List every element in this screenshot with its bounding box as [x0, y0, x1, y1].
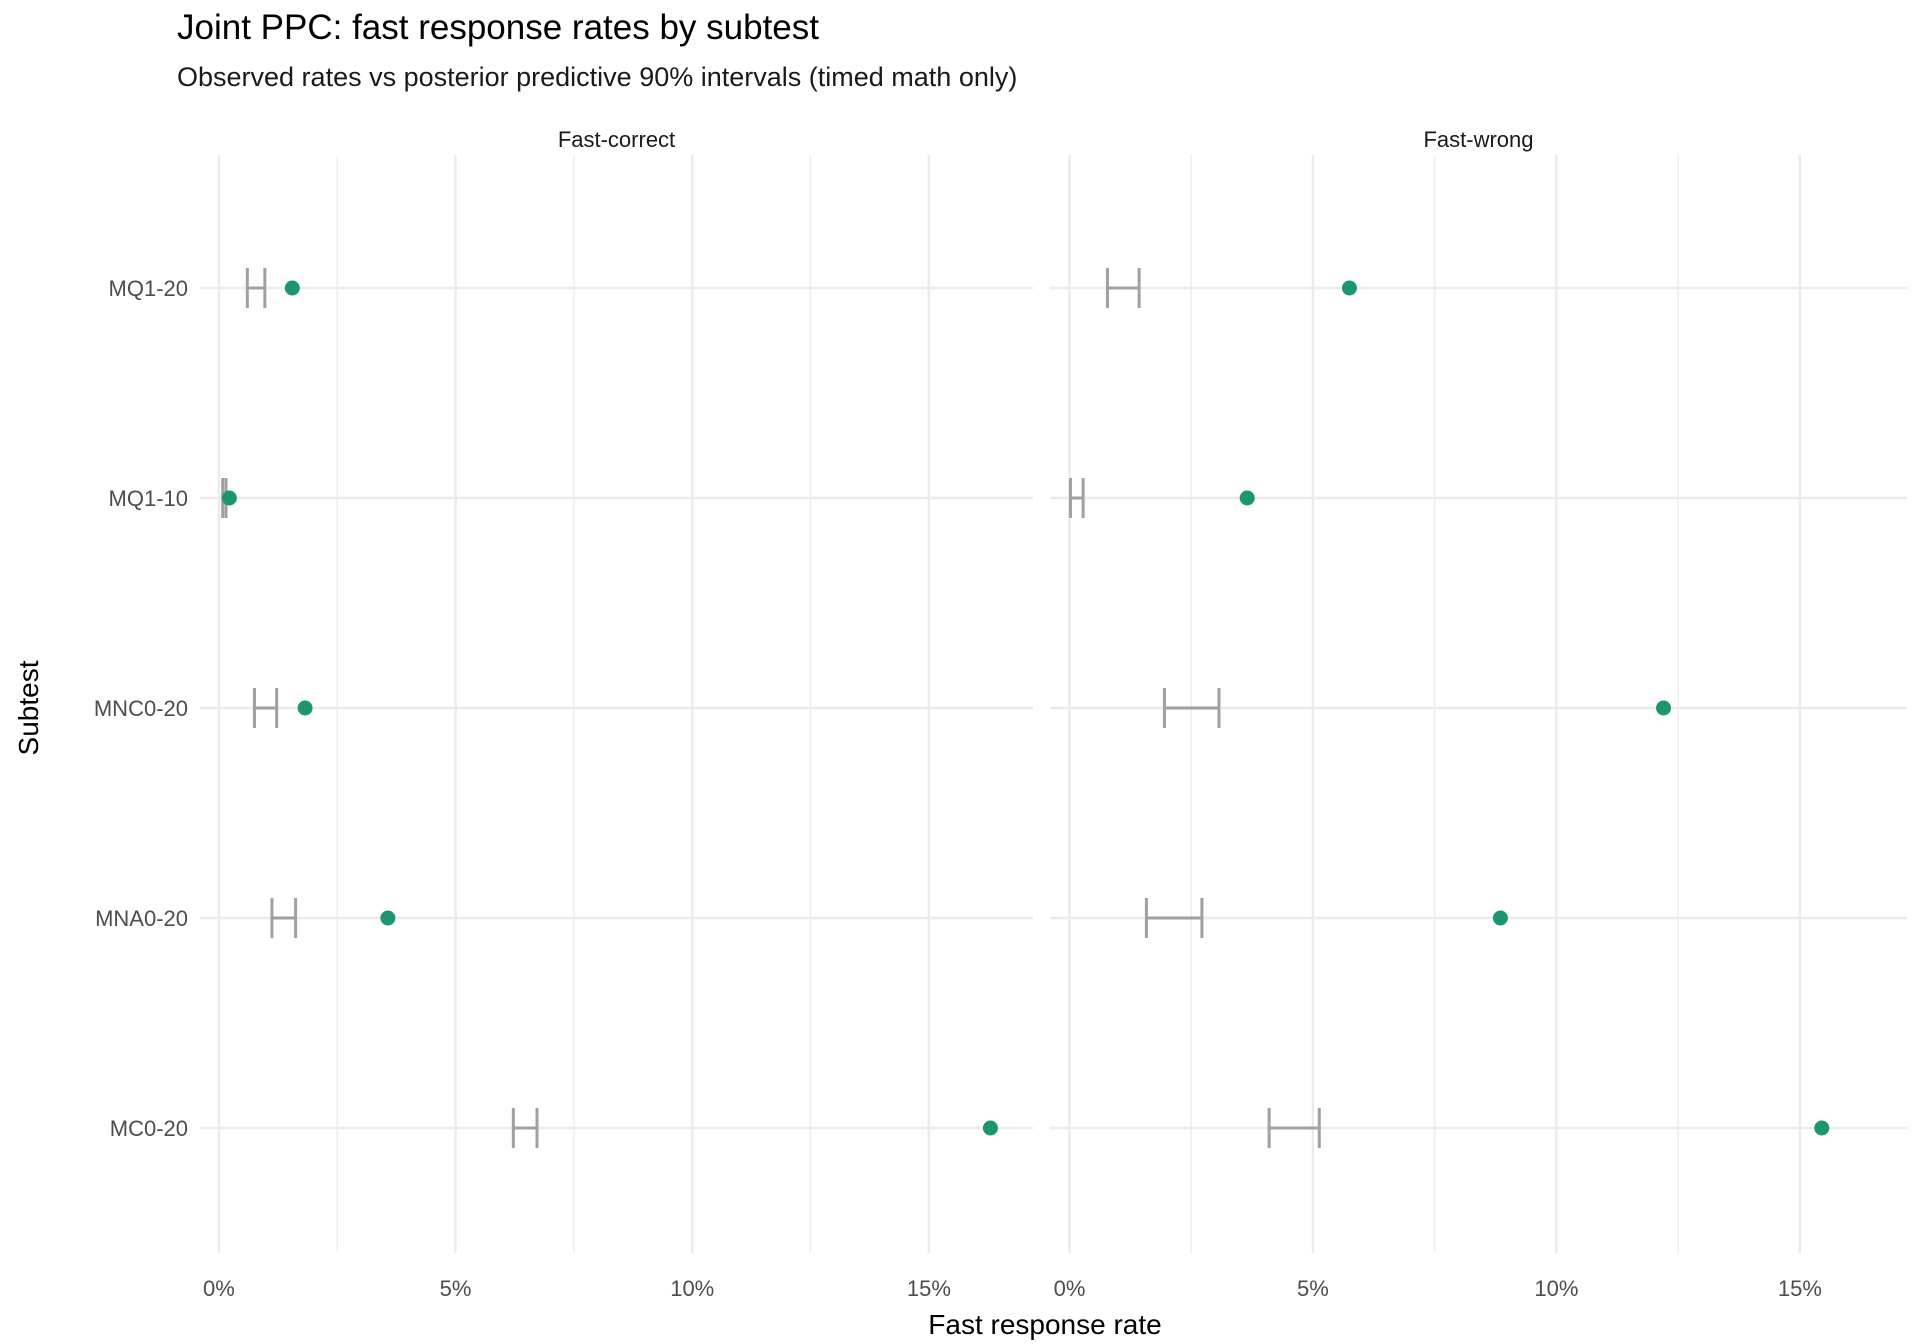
y-tick-label: MNC0-20 — [94, 696, 188, 721]
observed-point — [1814, 1120, 1830, 1136]
observed-point — [1239, 490, 1255, 506]
observed-point — [284, 280, 300, 296]
observed-point — [982, 1120, 998, 1136]
y-axis-title: Subtest — [13, 660, 44, 755]
fast-correct-x-tick-label: 10% — [670, 1276, 714, 1301]
observed-point — [1492, 910, 1508, 926]
chart-title: Joint PPC: fast response rates by subtes… — [177, 8, 819, 47]
chart-subtitle: Observed rates vs posterior predictive 9… — [177, 62, 1018, 92]
observed-point — [1656, 700, 1672, 716]
observed-point — [380, 910, 396, 926]
fast-correct-x-tick-label: 5% — [440, 1276, 472, 1301]
facet-label-fast-wrong: Fast-wrong — [1423, 127, 1533, 152]
y-tick-label: MC0-20 — [110, 1116, 188, 1141]
fast-wrong-x-tick-label: 5% — [1297, 1276, 1329, 1301]
x-axis-title: Fast response rate — [928, 1309, 1161, 1340]
fast-correct-x-tick-label: 0% — [203, 1276, 235, 1301]
facet-label-fast-correct: Fast-correct — [558, 127, 675, 152]
observed-point — [1341, 280, 1357, 296]
fast-wrong-x-tick-label: 15% — [1778, 1276, 1822, 1301]
observed-point — [221, 490, 237, 506]
observed-point — [297, 700, 313, 716]
y-tick-label: MQ1-20 — [109, 276, 188, 301]
fast-correct-x-tick-label: 15% — [907, 1276, 951, 1301]
y-tick-label: MNA0-20 — [95, 906, 188, 931]
fast-wrong-x-tick-label: 0% — [1054, 1276, 1086, 1301]
y-tick-label: MQ1-10 — [109, 486, 188, 511]
fast-wrong-x-tick-label: 10% — [1534, 1276, 1578, 1301]
